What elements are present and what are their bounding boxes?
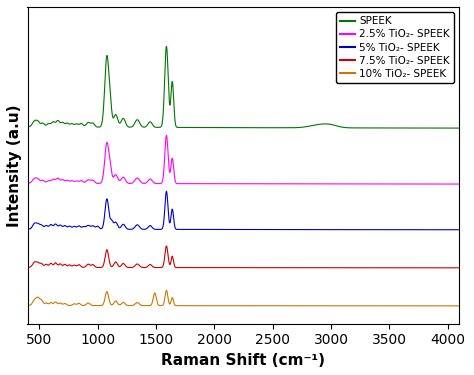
10% TiO₂- SPEEK bbox=[164, 288, 169, 293]
10% TiO₂- SPEEK bbox=[422, 304, 428, 308]
Line: 5% TiO₂- SPEEK: 5% TiO₂- SPEEK bbox=[27, 191, 459, 230]
SPEEK bbox=[206, 125, 212, 130]
2.5% TiO₂- SPEEK bbox=[422, 182, 428, 186]
7.5% TiO₂- SPEEK bbox=[25, 265, 30, 270]
SPEEK bbox=[164, 44, 169, 48]
10% TiO₂- SPEEK bbox=[25, 303, 30, 308]
Legend: SPEEK, 2.5% TiO₂- SPEEK, 5% TiO₂- SPEEK, 7.5% TiO₂- SPEEK, 10% TiO₂- SPEEK: SPEEK, 2.5% TiO₂- SPEEK, 5% TiO₂- SPEEK,… bbox=[336, 12, 454, 83]
2.5% TiO₂- SPEEK bbox=[206, 182, 212, 186]
10% TiO₂- SPEEK bbox=[338, 303, 344, 308]
Line: 2.5% TiO₂- SPEEK: 2.5% TiO₂- SPEEK bbox=[27, 135, 459, 184]
7.5% TiO₂- SPEEK bbox=[444, 266, 449, 270]
X-axis label: Raman Shift (cm⁻¹): Raman Shift (cm⁻¹) bbox=[162, 353, 326, 368]
7.5% TiO₂- SPEEK bbox=[206, 266, 212, 270]
2.5% TiO₂- SPEEK bbox=[456, 182, 462, 186]
Line: 10% TiO₂- SPEEK: 10% TiO₂- SPEEK bbox=[27, 291, 459, 306]
5% TiO₂- SPEEK bbox=[338, 227, 344, 232]
5% TiO₂- SPEEK bbox=[456, 228, 462, 232]
10% TiO₂- SPEEK bbox=[230, 303, 236, 308]
2.5% TiO₂- SPEEK bbox=[444, 182, 449, 186]
Line: SPEEK: SPEEK bbox=[27, 46, 459, 128]
10% TiO₂- SPEEK bbox=[456, 304, 462, 308]
5% TiO₂- SPEEK bbox=[444, 228, 449, 232]
7.5% TiO₂- SPEEK bbox=[338, 266, 344, 270]
5% TiO₂- SPEEK bbox=[164, 189, 169, 194]
SPEEK bbox=[25, 124, 30, 129]
5% TiO₂- SPEEK bbox=[25, 227, 30, 231]
2.5% TiO₂- SPEEK bbox=[230, 182, 236, 186]
5% TiO₂- SPEEK bbox=[230, 227, 236, 232]
SPEEK bbox=[210, 125, 215, 130]
SPEEK bbox=[422, 126, 428, 130]
7.5% TiO₂- SPEEK bbox=[230, 266, 236, 270]
10% TiO₂- SPEEK bbox=[444, 304, 449, 308]
7.5% TiO₂- SPEEK bbox=[456, 266, 462, 270]
10% TiO₂- SPEEK bbox=[210, 303, 215, 308]
7.5% TiO₂- SPEEK bbox=[164, 244, 169, 248]
5% TiO₂- SPEEK bbox=[206, 227, 212, 232]
Line: 7.5% TiO₂- SPEEK: 7.5% TiO₂- SPEEK bbox=[27, 246, 459, 268]
SPEEK bbox=[230, 125, 236, 130]
5% TiO₂- SPEEK bbox=[422, 228, 428, 232]
Y-axis label: Intensity (a.u): Intensity (a.u) bbox=[7, 104, 22, 226]
7.5% TiO₂- SPEEK bbox=[422, 266, 428, 270]
SPEEK bbox=[338, 125, 344, 129]
2.5% TiO₂- SPEEK bbox=[210, 182, 215, 186]
SPEEK bbox=[444, 126, 449, 130]
2.5% TiO₂- SPEEK bbox=[25, 181, 30, 186]
5% TiO₂- SPEEK bbox=[210, 227, 215, 232]
2.5% TiO₂- SPEEK bbox=[164, 133, 169, 138]
SPEEK bbox=[456, 126, 462, 130]
2.5% TiO₂- SPEEK bbox=[338, 182, 344, 186]
7.5% TiO₂- SPEEK bbox=[210, 266, 215, 270]
10% TiO₂- SPEEK bbox=[206, 303, 212, 308]
